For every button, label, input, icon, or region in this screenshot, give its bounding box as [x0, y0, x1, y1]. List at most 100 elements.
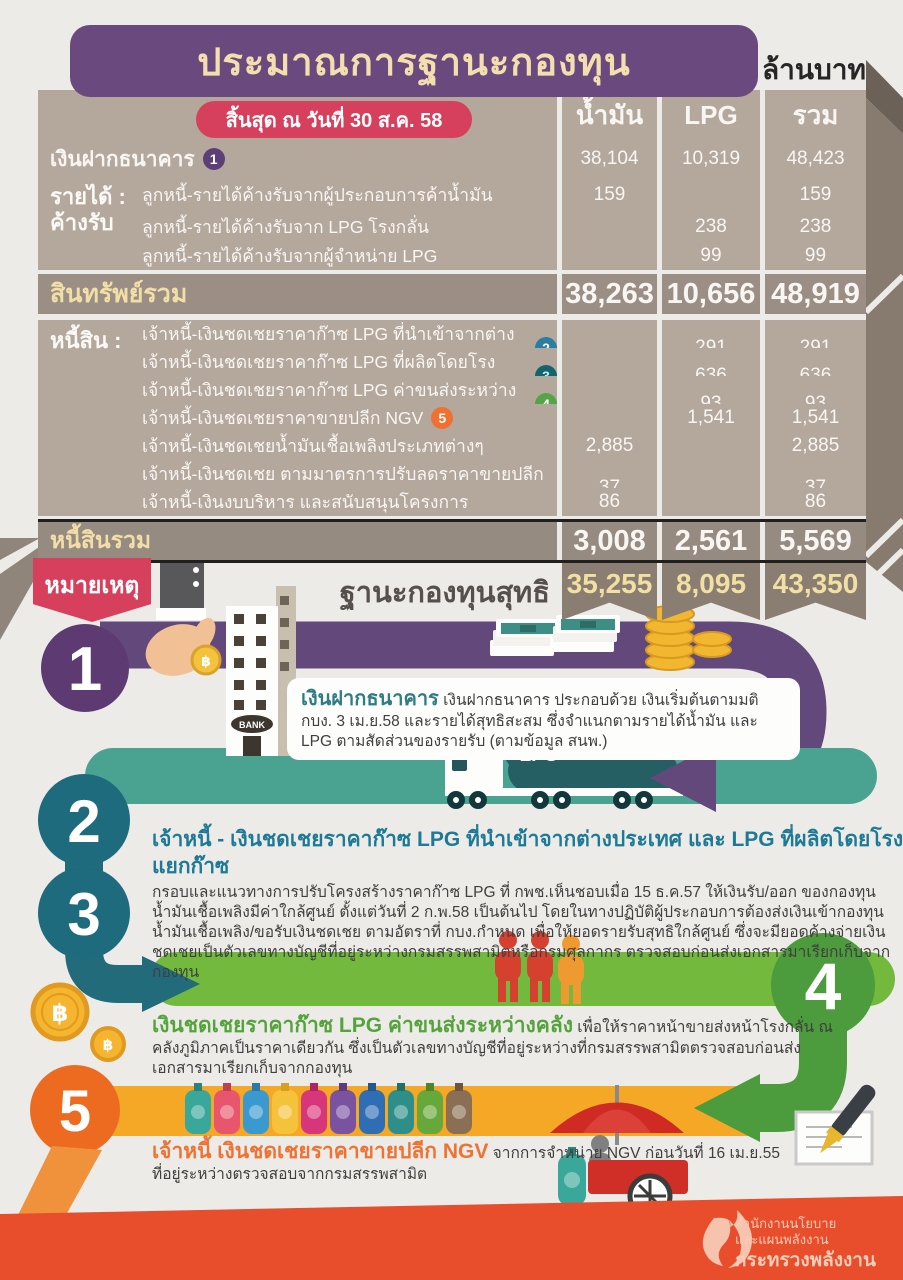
row-label: เจ้าหนี้-เงินชดเชยราคาขายปลีก NGV 5 — [38, 404, 557, 432]
table-row-liabilities-total: หนี้สินรวม 3,008 2,561 5,569 — [38, 522, 866, 560]
cell-value: 238 — [765, 212, 866, 242]
banknotes-icon — [490, 615, 620, 656]
date-cell: สิ้นสุด ณ วันที่ 30 ส.ค. 58 — [38, 90, 557, 140]
table-row: เจ้าหนี้-เงินชดเชยน้ำมันเชื้อเพลิงประเภท… — [38, 432, 866, 460]
liabilities-group-label: หนี้สิน : — [50, 328, 122, 353]
note-1-title: เงินฝากธนาคาร — [301, 688, 439, 710]
org-line-3: กระทรวงพลังงาน — [735, 1249, 876, 1271]
footer-organization: สำนักงานนโยบาย และแผนพลังงาน กระทรวงพลัง… — [735, 1216, 876, 1272]
cell-value — [662, 178, 760, 212]
note-2-3: เจ้าหนี้ - เงินชดเชยราคาก๊าซ LPG ที่นำเข… — [152, 826, 903, 983]
org-line-1: สำนักงานนโยบาย — [735, 1216, 837, 1231]
row-label: เงินฝากธนาคาร 1 — [38, 140, 557, 178]
svg-text:3: 3 — [67, 881, 100, 948]
cell-value — [662, 488, 760, 516]
note-5-title: เจ้าหนี้ เงินชดเชยราคาขายปลีก NGV — [152, 1140, 489, 1163]
net-fund-label: ฐานะกองทุนสุทธิ — [339, 577, 550, 609]
table-row-assets-total: สินทรัพย์รวม 38,263 10,656 48,919 — [38, 274, 866, 314]
note-2-3-body: กรอบและแนวทางการปรับโครงสร้างราคาก๊าซ LP… — [152, 883, 891, 982]
cell-value: 10,656 — [662, 274, 760, 314]
column-header-oil: น้ำมัน — [562, 90, 657, 140]
svg-text:2: 2 — [67, 788, 100, 855]
section-badge-2: 2 — [38, 774, 130, 866]
table-row: เจ้าหนี้-เงินชดเชยราคาขายปลีก NGV 5 1,54… — [38, 404, 866, 432]
table-row: เจ้าหนี้-เงินชดเชยราคาก๊าซ LPG ที่นำเข้า… — [38, 320, 866, 376]
cell-value: 48,423 — [765, 140, 866, 178]
table-3d-edge — [863, 60, 903, 592]
page-title-box: ประมาณการฐานะกองทุน — [70, 25, 758, 97]
divider — [38, 560, 866, 563]
row-label: เจ้าหนี้-เงินชดเชยน้ำมันเชื้อเพลิงประเภท… — [38, 432, 557, 460]
cell-value: 159 — [562, 178, 657, 212]
svg-text:฿: ฿ — [103, 1037, 113, 1054]
note-4-body: เพื่อให้ราคาหน้าขายส่งหน้าโรงกลั่น ณ คลั… — [152, 1019, 833, 1078]
row-label: เจ้าหนี้-เงินงบบริหาร และสนับสนุนโครงการ — [38, 488, 557, 516]
baht-coin-icon: ฿ ฿ — [30, 982, 126, 1062]
gas-cylinders-icons — [185, 1083, 472, 1134]
document-pen-icon — [794, 1084, 876, 1166]
orange-band — [75, 1086, 759, 1136]
org-line-2: และแผนพลังงาน — [735, 1232, 829, 1248]
row-label: หนี้สินรวม — [38, 522, 557, 560]
cell-value — [562, 404, 657, 432]
column-header-total: รวม — [765, 90, 866, 140]
note-4: เงินชดเชยราคาก๊าซ LPG ค่าขนส่งระหว่างคลั… — [152, 1012, 840, 1080]
cell-value: 38,263 — [562, 274, 657, 314]
note-5: เจ้าหนี้ เงินชดเชยราคาขายปลีก NGV จากการ… — [152, 1138, 788, 1185]
ref-badge-5: 5 — [431, 407, 454, 429]
table-row: ลูกหนี้-รายได้ค้างรับจากผู้ประกอบการค้าน… — [38, 178, 866, 212]
table-row: เจ้าหนี้-เงินชดเชย ตามมาตรการปรับลดราคาข… — [38, 460, 866, 516]
ref-badge-1: 1 — [202, 148, 225, 170]
cell-value: 86 — [562, 488, 657, 516]
table-header-row: สิ้นสุด ณ วันที่ 30 ส.ค. 58 น้ำมัน LPG ร… — [38, 90, 866, 140]
svg-text:฿: ฿ — [201, 653, 211, 669]
cell-value: 48,919 — [765, 274, 866, 314]
cell-value: 3,008 — [562, 522, 657, 560]
row-label: ลูกหนี้-รายได้ค้างรับจากผู้ประกอบการค้าน… — [38, 178, 557, 212]
cell-value: 5,569 — [765, 522, 866, 560]
cell-value: 1,541 — [765, 404, 866, 432]
cell-value: 1,541 — [662, 404, 760, 432]
as-of-date-pill: สิ้นสุด ณ วันที่ 30 ส.ค. 58 — [196, 101, 472, 138]
table-row-deposit: เงินฝากธนาคาร 1 38,104 10,319 48,423 — [38, 140, 866, 178]
net-fund-banner-oil: 35,255 — [562, 562, 657, 620]
cell-value: 86 — [765, 488, 866, 516]
net-fund-banner-total: 43,350 — [765, 562, 866, 620]
cell-value: 2,561 — [662, 522, 760, 560]
fund-table: สิ้นสุด ณ วันที่ 30 ส.ค. 58 น้ำมัน LPG ร… — [38, 90, 866, 620]
cell-value: 99 — [662, 242, 760, 270]
note-4-title: เงินชดเชยราคาก๊าซ LPG ค่าขนส่งระหว่างคลั… — [152, 1014, 573, 1037]
table-row: เจ้าหนี้-เงินชดเชยราคาก๊าซ LPG ที่ผลิตโด… — [38, 348, 866, 404]
note-2-3-title: เจ้าหนี้ - เงินชดเชยราคาก๊าซ LPG ที่นำเข… — [152, 828, 903, 879]
cell-value: 238 — [662, 212, 760, 242]
cell-value: 2,885 — [562, 432, 657, 460]
cell-value: 10,319 — [662, 140, 760, 178]
section-badge-3: 3 — [38, 867, 130, 959]
table-row: เจ้าหนี้-เงินชดเชยราคาก๊าซ LPG ค่าขนส่งร… — [38, 376, 866, 432]
receivables-group-label: รายได้ : ค้างรับ — [50, 184, 126, 236]
svg-text:฿: ฿ — [52, 1000, 69, 1027]
cell-value — [562, 242, 657, 270]
section-badge-1: 1 — [41, 624, 129, 712]
table-row: ลูกหนี้-รายได้ค้างรับจาก LPG โรงกลั่น 23… — [38, 212, 866, 242]
page-title: ประมาณการฐานะกองทุน — [197, 41, 631, 84]
cell-value: 99 — [765, 242, 866, 270]
table-row: ลูกหนี้-รายได้ค้างรับจากผู้จำหน่าย LPG 9… — [38, 242, 866, 270]
svg-text:5: 5 — [59, 1079, 91, 1144]
column-header-lpg: LPG — [662, 90, 760, 140]
row-label: ลูกหนี้-รายได้ค้างรับจากผู้จำหน่าย LPG — [38, 242, 557, 270]
unit-label: ล้านบาท — [762, 54, 866, 85]
cell-value — [562, 212, 657, 242]
cell-value: 2,885 — [765, 432, 866, 460]
row-label: สินทรัพย์รวม — [38, 274, 557, 314]
divider — [38, 519, 866, 522]
svg-text:BANK: BANK — [239, 720, 265, 730]
section-badge-5: 5 — [30, 1065, 120, 1155]
cell-value — [662, 432, 760, 460]
net-fund-banner-lpg: 8,095 — [662, 562, 760, 620]
cell-value: 38,104 — [562, 140, 657, 178]
orange-stripe — [0, 1146, 102, 1280]
note-1: เงินฝากธนาคาร เงินฝากธนาคาร ประกอบด้วย เ… — [287, 678, 800, 761]
table-row: เจ้าหนี้-เงินงบบริหาร และสนับสนุนโครงการ… — [38, 488, 866, 516]
cell-value: 159 — [765, 178, 866, 212]
